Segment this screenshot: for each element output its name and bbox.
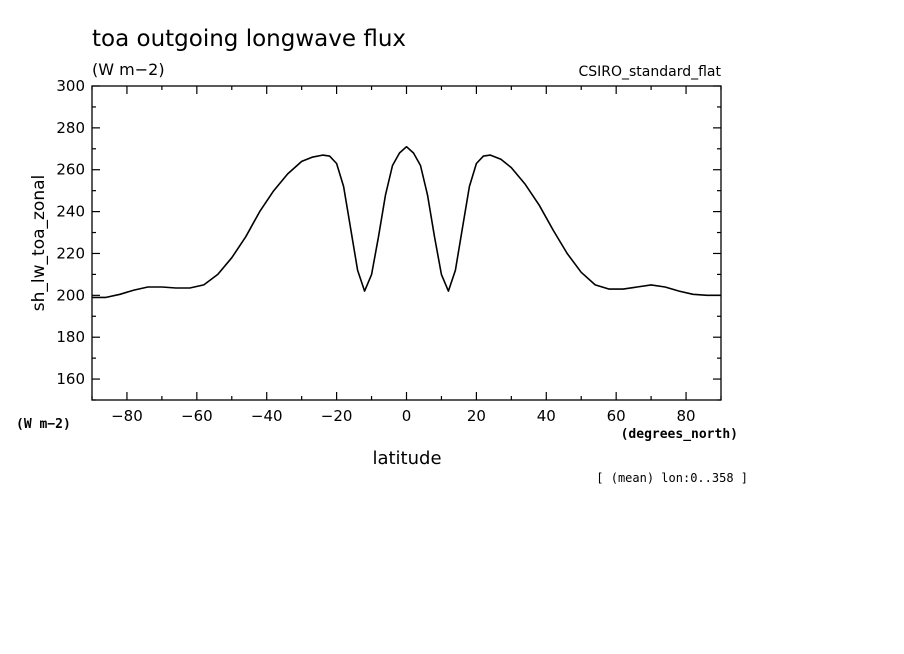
y-tick-label: 240 — [56, 203, 85, 221]
y-tick-labels: 160 180 200 220 240 260 280 300 — [56, 77, 85, 388]
plot-frame — [91, 85, 722, 401]
x-tick-label: −80 — [111, 407, 143, 425]
x-tick-label: 40 — [537, 407, 556, 425]
series-line — [92, 145, 721, 299]
y-tick-label: 200 — [56, 286, 85, 304]
y-axis-label: sh_lw_toa_zonal — [29, 175, 49, 311]
chart-title: toa outgoing longwave flux — [92, 26, 406, 52]
x-tick-label: −20 — [321, 407, 353, 425]
x-tick-label: −40 — [251, 407, 283, 425]
x-tick-labels: −80 −60 −40 −20 0 20 40 60 80 — [111, 407, 695, 425]
x-axis-label: latitude — [372, 448, 441, 469]
y-tick-label: 260 — [56, 161, 85, 179]
x-tick-label: 60 — [607, 407, 626, 425]
y-tick-label: 220 — [56, 244, 85, 262]
y-tick-label: 180 — [56, 328, 85, 346]
y-axis-units: (W m−2) — [16, 417, 71, 432]
x-tick-label: 0 — [402, 407, 412, 425]
chart-dataset-label: CSIRO_standard_flat — [578, 64, 721, 80]
axis-ticks — [91, 85, 722, 401]
x-tick-label: 80 — [677, 407, 696, 425]
chart-units: (W m−2) — [92, 60, 165, 79]
y-tick-label: 300 — [56, 77, 85, 95]
x-tick-label: 20 — [467, 407, 486, 425]
footnote: [ (mean) lon:0..358 ] — [596, 471, 748, 485]
x-tick-label: −60 — [181, 407, 213, 425]
y-tick-label: 160 — [56, 370, 85, 388]
x-axis-units: (degrees_north) — [621, 427, 738, 442]
y-tick-label: 280 — [56, 119, 85, 137]
